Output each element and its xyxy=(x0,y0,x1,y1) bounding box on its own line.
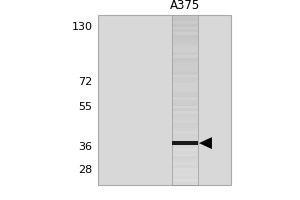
Bar xyxy=(172,123,197,125)
Bar xyxy=(172,162,197,165)
Bar xyxy=(172,142,197,145)
Bar xyxy=(172,134,197,137)
Bar xyxy=(172,151,197,154)
Bar xyxy=(172,173,197,176)
Bar xyxy=(172,141,197,145)
Bar xyxy=(172,32,197,35)
Bar xyxy=(172,72,197,75)
Bar xyxy=(172,154,197,156)
Bar xyxy=(172,75,197,77)
Bar xyxy=(172,108,197,111)
Polygon shape xyxy=(199,137,212,149)
Bar xyxy=(172,103,197,106)
Text: 36: 36 xyxy=(78,142,92,152)
Bar xyxy=(172,86,197,89)
Bar xyxy=(172,15,197,18)
Bar xyxy=(172,38,197,41)
Bar xyxy=(172,171,197,173)
Bar xyxy=(172,77,197,80)
Bar xyxy=(172,106,197,108)
Bar xyxy=(172,159,197,162)
Bar xyxy=(172,61,197,63)
Bar xyxy=(172,49,197,52)
Bar xyxy=(172,111,197,114)
Bar xyxy=(172,92,197,94)
Bar xyxy=(172,100,197,103)
Bar xyxy=(172,156,197,159)
Bar xyxy=(172,179,197,182)
Bar xyxy=(172,41,197,44)
Text: 55: 55 xyxy=(78,102,92,112)
Bar xyxy=(172,128,197,131)
Bar xyxy=(172,89,197,92)
Bar xyxy=(172,182,197,185)
Bar xyxy=(172,176,197,179)
Bar xyxy=(172,83,197,86)
Bar xyxy=(172,148,197,151)
Bar xyxy=(172,97,197,100)
Bar xyxy=(172,69,197,72)
Bar xyxy=(172,120,197,123)
Bar xyxy=(172,139,197,142)
Bar xyxy=(172,58,197,61)
Bar xyxy=(172,145,197,148)
Text: A375: A375 xyxy=(169,0,200,12)
Bar xyxy=(172,125,197,128)
Bar xyxy=(172,35,197,38)
Text: 72: 72 xyxy=(78,77,92,87)
Bar xyxy=(172,18,197,21)
Bar xyxy=(172,117,197,120)
Bar xyxy=(172,21,197,24)
Bar xyxy=(172,55,197,58)
Bar xyxy=(172,29,197,32)
Bar xyxy=(172,94,197,97)
Bar xyxy=(172,46,197,49)
Text: 130: 130 xyxy=(71,22,92,32)
Bar xyxy=(98,15,231,185)
Bar xyxy=(172,24,197,27)
Bar xyxy=(172,80,197,83)
Bar xyxy=(172,168,197,171)
Bar xyxy=(172,131,197,134)
Bar xyxy=(172,44,197,46)
Bar xyxy=(172,63,197,66)
Bar xyxy=(172,27,197,29)
Bar xyxy=(172,52,197,55)
Bar xyxy=(172,165,197,168)
Text: 28: 28 xyxy=(78,165,92,175)
Bar xyxy=(172,137,197,139)
Bar xyxy=(172,114,197,117)
Bar xyxy=(172,15,197,185)
Bar xyxy=(172,66,197,69)
